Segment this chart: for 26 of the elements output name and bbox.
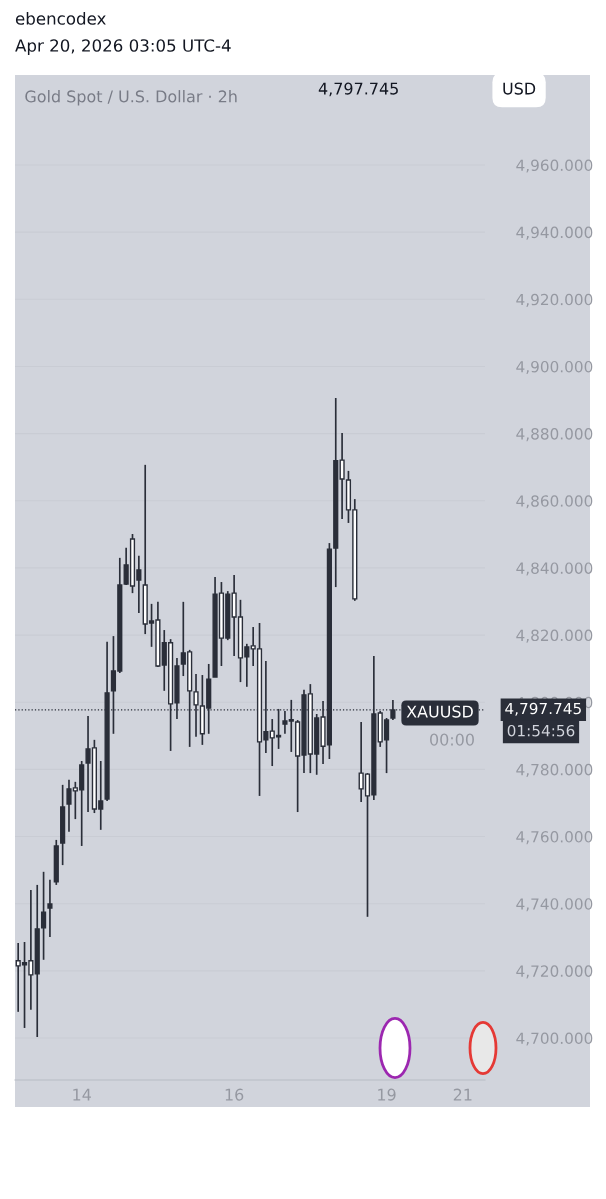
text: 01:54:56 — [507, 724, 575, 737]
candlestick — [47, 879, 53, 938]
y-tick-label: 4,900.000 — [516, 360, 593, 375]
text: Apr 20, 2026 03:05 UTC-4 — [15, 39, 231, 56]
text: ebencodex — [15, 11, 106, 25]
annotation: 00:00 — [430, 733, 474, 746]
y-tick-label: 4,920.000 — [516, 293, 593, 307]
x-tick-label: 16 — [225, 1088, 244, 1101]
y-tick-label: 4,960.000 — [516, 159, 593, 173]
text: USD — [503, 82, 536, 95]
y-tick-label: 4,780.000 — [516, 763, 593, 777]
y-tick-label: 4,840.000 — [516, 562, 593, 576]
x-tick-label: 21 — [453, 1088, 472, 1101]
y-tick-label: 4,720.000 — [516, 965, 593, 979]
annotation: XAUUSD — [406, 705, 473, 718]
y-tick-label: 4,860.000 — [516, 495, 593, 509]
x-tick-label: 19 — [378, 1088, 396, 1101]
y-tick-label: 4,740.000 — [516, 898, 593, 912]
y-tick-label: 4,760.000 — [516, 831, 593, 845]
y-tick-label: 4,700.000 — [516, 1032, 593, 1046]
text: Gold Spot / U.S. Dollar · 2h — [25, 90, 237, 106]
x-tick-label: 14 — [73, 1088, 91, 1101]
y-tick-label: 4,880.000 — [516, 428, 593, 442]
annotation: 4,797.745 — [318, 82, 398, 97]
y-tick-label: 4,820.000 — [516, 629, 593, 643]
y-tick-label: 4,940.000 — [516, 226, 593, 240]
